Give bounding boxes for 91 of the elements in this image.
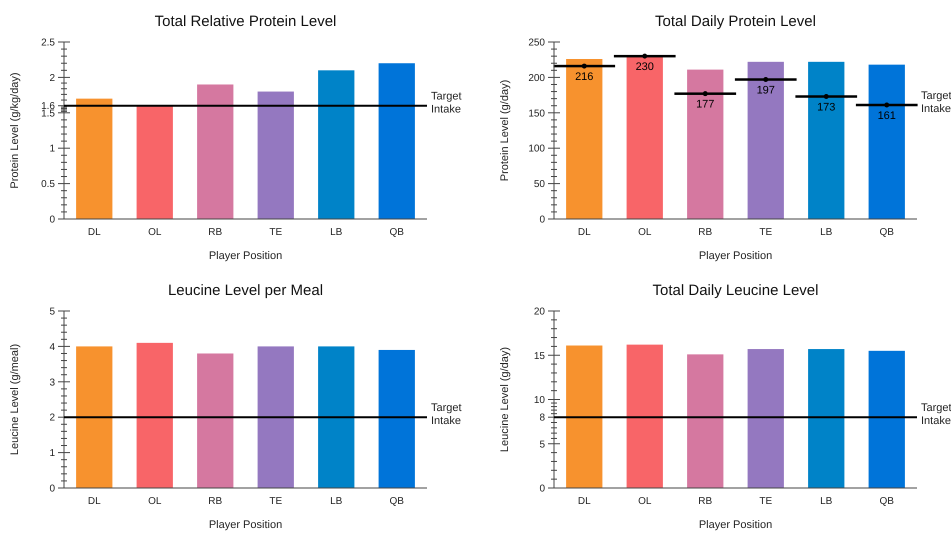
bar	[868, 350, 905, 488]
y-tick-label: 2.5	[41, 38, 56, 48]
x-tick-label: OL	[638, 496, 652, 507]
data-label: 161	[878, 110, 896, 122]
y-tick-label: 250	[528, 38, 546, 48]
bar	[76, 346, 112, 488]
y-axis-title: Leucine Level (g/meal)	[9, 344, 21, 456]
x-tick-label: QB	[880, 227, 894, 238]
x-tick-label: LB	[330, 227, 343, 238]
x-tick-label: DL	[88, 227, 102, 238]
data-label: 173	[817, 102, 836, 114]
y-tick-label: 0.5	[41, 179, 56, 190]
y-axis-title: Leucine Level (g/day)	[499, 346, 511, 452]
bar	[258, 346, 294, 488]
x-tick-label: DL	[88, 496, 102, 507]
y-tick-label: 200	[528, 72, 546, 84]
bar	[258, 92, 294, 219]
ref-line-label: Target Intake	[431, 402, 462, 428]
y-tick-label: 150	[528, 108, 546, 120]
x-tick-label: LB	[820, 227, 833, 238]
bar	[136, 342, 173, 488]
chart-title: Leucine Level per Meal	[168, 282, 324, 299]
y-tick-label: 20	[534, 306, 546, 318]
bar	[566, 346, 602, 488]
bar	[318, 70, 354, 219]
ref-line-label: Target Intake	[431, 90, 462, 116]
data-label: 230	[636, 61, 654, 74]
bar	[136, 106, 173, 219]
y-tick-label: 0	[539, 214, 546, 226]
x-tick-label: OL	[148, 227, 162, 238]
x-tick-label: RB	[698, 496, 713, 507]
x-tick-label: OL	[638, 227, 652, 238]
x-tick-label: QB	[390, 496, 404, 507]
x-tick-label: TE	[759, 496, 772, 507]
x-tick-label: TE	[269, 227, 282, 238]
x-tick-label: DL	[578, 496, 592, 507]
point	[884, 102, 890, 108]
x-tick-label: TE	[269, 496, 282, 507]
y-tick-label: 0	[539, 484, 546, 494]
x-tick-label: TE	[759, 227, 772, 238]
data-label: 197	[756, 84, 775, 97]
chart-title: Total Relative Protein Level	[154, 13, 336, 30]
bar	[76, 98, 112, 219]
x-axis-title: Player Position	[698, 250, 772, 262]
point	[763, 77, 768, 82]
bar	[378, 63, 415, 219]
y-tick-label: 0	[49, 214, 56, 226]
y-axis-title: Protein Level (g/day)	[499, 80, 511, 182]
x-axis-title: Player Position	[698, 519, 772, 531]
x-tick-label: RB	[698, 227, 713, 238]
y-tick-label: 15	[534, 350, 546, 362]
bar	[808, 349, 844, 488]
y-tick-label: 0	[49, 484, 56, 494]
y-tick-label: 4	[49, 342, 56, 353]
point	[582, 64, 587, 69]
y-tick-label: 5	[49, 306, 56, 318]
data-label: 177	[696, 98, 714, 111]
y-tick-label: 3	[49, 377, 56, 388]
point	[824, 94, 829, 100]
x-tick-label: QB	[880, 496, 894, 507]
x-tick-label: LB	[330, 496, 343, 507]
x-axis-title: Player Position	[208, 519, 282, 531]
bar	[378, 350, 415, 488]
y-tick-label: 2	[49, 412, 56, 424]
bar	[318, 346, 354, 488]
bar	[687, 354, 724, 488]
x-axis-title: Player Position	[208, 250, 282, 262]
point	[642, 54, 648, 59]
y-tick-label: 8	[539, 412, 546, 424]
chart-title: Total Daily Protein Level	[655, 13, 816, 30]
y-axis-title: Protein Level (g/kg/day)	[9, 72, 21, 189]
x-tick-label: RB	[208, 227, 223, 238]
x-tick-label: DL	[578, 227, 592, 238]
x-tick-label: QB	[390, 227, 404, 238]
y-tick-label: 10	[534, 395, 546, 406]
x-tick-label: RB	[208, 496, 223, 507]
bar	[197, 84, 234, 219]
x-tick-label: LB	[820, 496, 833, 507]
bar	[197, 353, 234, 488]
y-tick-label: 100	[528, 144, 546, 155]
x-tick-label: OL	[148, 496, 162, 507]
y-tick-label: 1	[49, 448, 56, 460]
data-label: 216	[575, 71, 594, 84]
point	[702, 91, 708, 96]
y-tick-label: 5	[539, 439, 546, 450]
bar	[626, 344, 663, 488]
y-tick-label: 50	[534, 179, 546, 190]
chart-title: Total Daily Leucine Level	[652, 282, 818, 299]
y-tick-label: 2	[49, 72, 56, 84]
bar	[748, 349, 784, 488]
y-tick-label: 1	[49, 144, 56, 155]
